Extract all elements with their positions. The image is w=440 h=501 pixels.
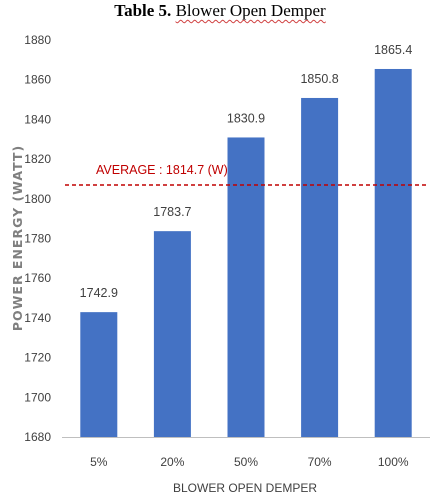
data-labels: 1742.9 1783.7 1830.9 1850.8 1865.4: [80, 43, 413, 300]
x-tick-label: 70%: [308, 455, 332, 469]
y-tick-label: 1760: [24, 271, 51, 285]
y-tick-label: 1720: [24, 351, 51, 365]
table-caption: Table 5. Blower Open Demper: [0, 0, 440, 22]
y-tick-label: 1880: [24, 33, 51, 47]
x-tick-label: 100%: [378, 455, 409, 469]
y-tick-label: 1800: [24, 192, 51, 206]
y-tick-label: 1840: [24, 112, 51, 126]
x-tick-label: 5%: [90, 455, 108, 469]
y-tick-label: 1820: [24, 152, 51, 166]
x-tick-label: 20%: [160, 455, 184, 469]
caption-label: Table 5.: [114, 1, 172, 20]
data-label: 1783.7: [153, 205, 191, 219]
average-label: AVERAGE : 1814.7 (W): [96, 163, 228, 177]
bar: [301, 97, 339, 437]
y-axis-ticks: 1680 1700 1720 1740 1760 1780 1800 1820 1840 1860…: [24, 33, 51, 444]
y-tick-label: 1860: [24, 73, 51, 87]
bars: [80, 68, 412, 437]
x-axis-label: BLOWER OPEN DEMPER: [173, 481, 317, 495]
x-axis-ticks: 5% 20% 50% 70% 100%: [90, 455, 409, 469]
y-tick-label: 1700: [24, 390, 51, 404]
y-tick-label: 1740: [24, 311, 51, 325]
y-tick-label: 1680: [24, 430, 51, 444]
chart-title: Blower Open Demper: [175, 1, 326, 20]
y-axis-label: POWER ENERGY (WATT): [10, 145, 25, 331]
bar: [374, 68, 412, 437]
bar: [153, 231, 191, 437]
bar: [80, 312, 118, 437]
bar: [227, 137, 265, 437]
data-label: 1830.9: [227, 111, 265, 125]
data-label: 1742.9: [80, 286, 118, 300]
y-tick-label: 1780: [24, 232, 51, 246]
x-tick-label: 50%: [234, 455, 258, 469]
data-label: 1850.8: [300, 72, 338, 86]
data-label: 1865.4: [374, 43, 412, 57]
